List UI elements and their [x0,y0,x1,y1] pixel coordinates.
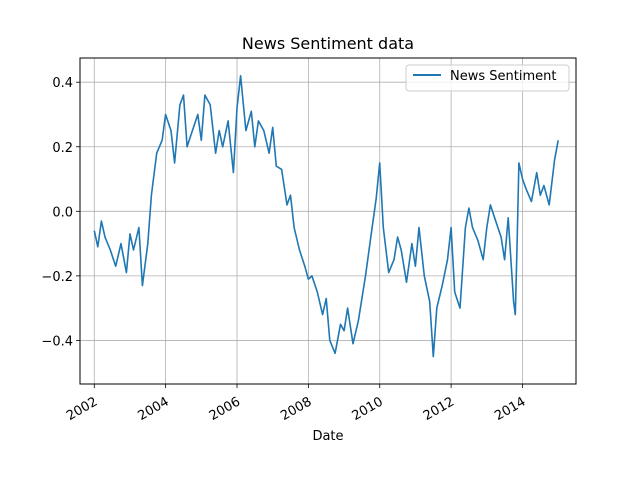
plot-frame [79,57,577,385]
y-tick-label: −0.2 [41,270,73,285]
x-axis-label: Date [312,429,343,444]
chart-title: News Sentiment data [242,34,414,53]
legend-box [405,64,570,92]
y-tick-label: 0.2 [52,141,73,156]
legend-label: News Sentiment [450,69,556,84]
legend: News Sentiment [405,64,570,92]
y-tick-label: −0.4 [41,334,73,349]
series-line-0 [93,75,559,358]
y-tick-label: 0.0 [52,205,73,220]
y-tick-label: 0.4 [52,76,73,91]
series-layer [93,75,559,358]
